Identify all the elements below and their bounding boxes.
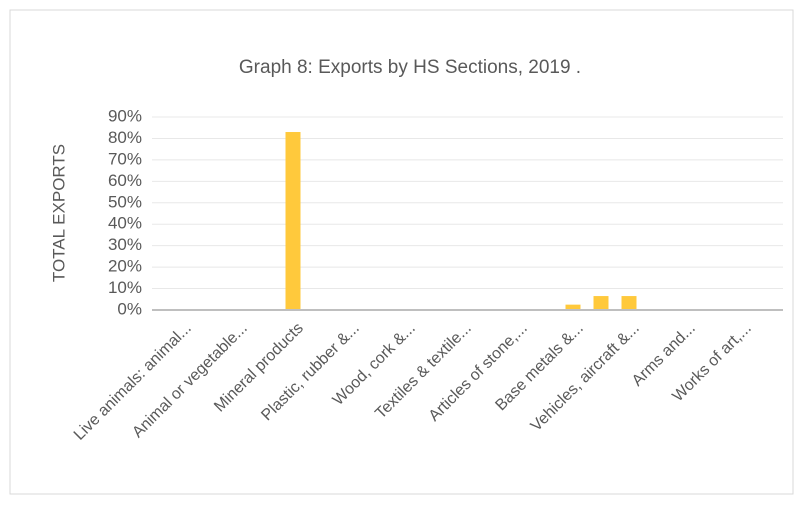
bar <box>285 132 301 310</box>
y-tick-label: 30% <box>108 235 142 254</box>
y-tick-label: 20% <box>108 257 142 276</box>
y-tick-label: 80% <box>108 128 142 147</box>
chart-border <box>9 9 794 495</box>
y-tick-label: 90% <box>108 106 142 125</box>
y-axis-label: TOTAL EXPORTS <box>49 144 68 282</box>
y-tick-label: 0% <box>117 299 142 318</box>
bar <box>621 296 637 310</box>
y-tick-label: 70% <box>108 149 142 168</box>
y-tick-label: 40% <box>108 214 142 233</box>
bar <box>593 296 609 310</box>
bar <box>565 304 581 310</box>
y-tick-label: 60% <box>108 171 142 190</box>
y-tick-label: 10% <box>108 278 142 297</box>
y-tick-label: 50% <box>108 192 142 211</box>
chart-title: Graph 8: Exports by HS Sections, 2019 . <box>239 57 581 78</box>
